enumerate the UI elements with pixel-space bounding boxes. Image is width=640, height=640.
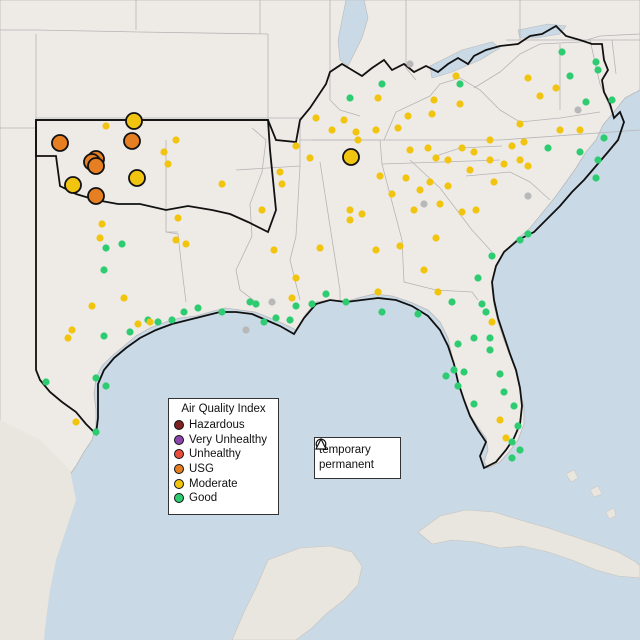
aqi-swatch-usg [174, 464, 184, 475]
land-mexico [0, 420, 76, 640]
monitor-type-temporary: temporary [315, 438, 400, 457]
state-boundaries [0, 0, 640, 303]
monitors-good [42, 48, 616, 462]
land-cuba [417, 509, 640, 579]
aqi-legend: Air Quality Index Hazardous Very Unhealt… [168, 398, 279, 515]
aqi-swatch-unhealthy [174, 449, 184, 460]
aqi-legend-item-hazardous: Hazardous [169, 418, 278, 433]
aqi-legend-item-usg: USG [169, 462, 278, 477]
aqi-legend-item-very-unhealthy: Very Unhealthy [169, 433, 278, 448]
aqi-swatch-very-unhealthy [174, 434, 184, 445]
aqi-label-moderate: Moderate [189, 477, 238, 490]
land-north-america [0, 0, 640, 591]
aqi-swatch-good [174, 493, 184, 504]
land-yucatan [231, 545, 363, 640]
aqi-label-hazardous: Hazardous [189, 419, 245, 432]
aqi-label-unhealthy: Unhealthy [189, 448, 241, 461]
monitor-type-temporary-label: temporary [319, 443, 371, 456]
aqi-legend-title: Air Quality Index [181, 403, 266, 415]
aqi-legend-item-unhealthy: Unhealthy [169, 447, 278, 462]
monitors-moderate [64, 72, 584, 442]
lake-michigan [337, 0, 369, 67]
monitor-type-legend: temporary permanent [314, 437, 401, 479]
monitors-usg [51, 132, 141, 205]
monitor-type-permanent: permanent [315, 438, 400, 472]
aqi-label-good: Good [189, 492, 218, 505]
monitors-moderate-large [64, 112, 360, 194]
aqi-swatch-hazardous [174, 420, 184, 431]
oklahoma-outline [35, 119, 277, 234]
land-bahamas [565, 469, 617, 520]
triangle-icon [315, 438, 327, 450]
aqi-legend-item-moderate: Moderate [169, 476, 278, 491]
monitors-no-data [56, 60, 582, 334]
aqi-legend-item-good: Good [169, 491, 278, 506]
aqi-label-usg: USG [189, 463, 214, 476]
monitor-type-permanent-label: permanent [319, 458, 374, 471]
region-outline [35, 24, 625, 470]
aqi-swatch-moderate [174, 478, 184, 489]
aqi-label-very-unhealthy: Very Unhealthy [189, 433, 267, 446]
